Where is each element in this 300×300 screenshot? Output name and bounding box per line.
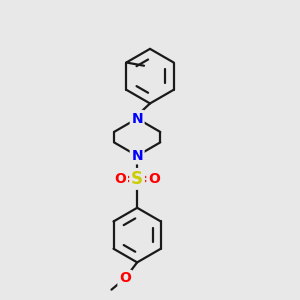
- Text: N: N: [131, 149, 143, 163]
- Text: S: S: [131, 170, 143, 188]
- Text: O: O: [115, 172, 126, 186]
- Text: N: N: [131, 112, 143, 125]
- Text: O: O: [148, 172, 160, 186]
- Text: O: O: [119, 272, 131, 285]
